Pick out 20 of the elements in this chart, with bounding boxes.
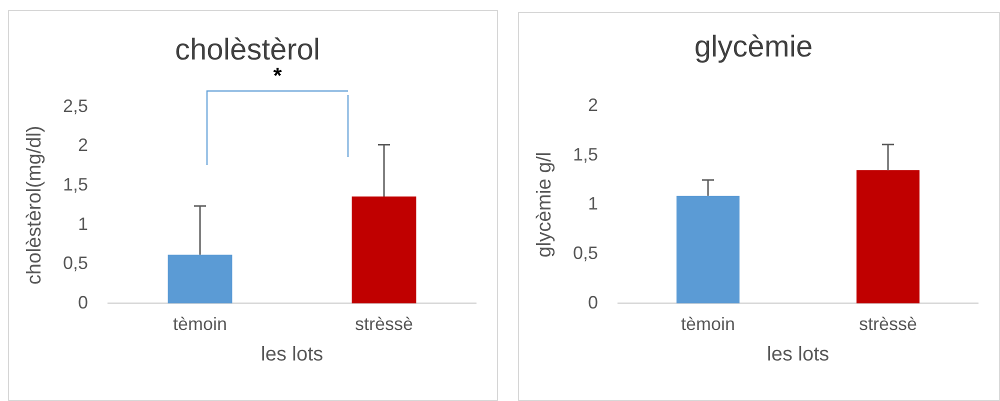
y-tick-label: 1 [588, 194, 598, 214]
x-axis-title: les lots [766, 344, 830, 366]
y-tick-label: 1,5 [62, 174, 88, 195]
x-axis-title: les lots [260, 344, 324, 366]
y-axis-title: glycèmie g/l [534, 152, 556, 258]
chart-title: glycèmie [694, 30, 813, 64]
y-tick-label: 0 [78, 292, 88, 312]
x-tick-label: strèssè [354, 314, 414, 334]
x-tick-label: tèmoin [681, 314, 736, 334]
y-tick-label: 0,5 [62, 253, 88, 274]
y-tick-label: 1,5 [572, 144, 598, 164]
y-axis-title: cholèstèrol(mg/dl) [24, 126, 46, 285]
x-tick-label: strèssè [858, 314, 918, 334]
y-tick-label: 2 [588, 94, 598, 115]
y-tick-label: 1 [78, 214, 88, 234]
x-tick-label: tèmoin [173, 314, 228, 334]
y-tick-label: 2 [78, 135, 88, 156]
y-tick-label: 0 [588, 292, 598, 312]
y-tick-label: 2,5 [62, 96, 88, 116]
y-tick-label: 0,5 [572, 243, 598, 264]
